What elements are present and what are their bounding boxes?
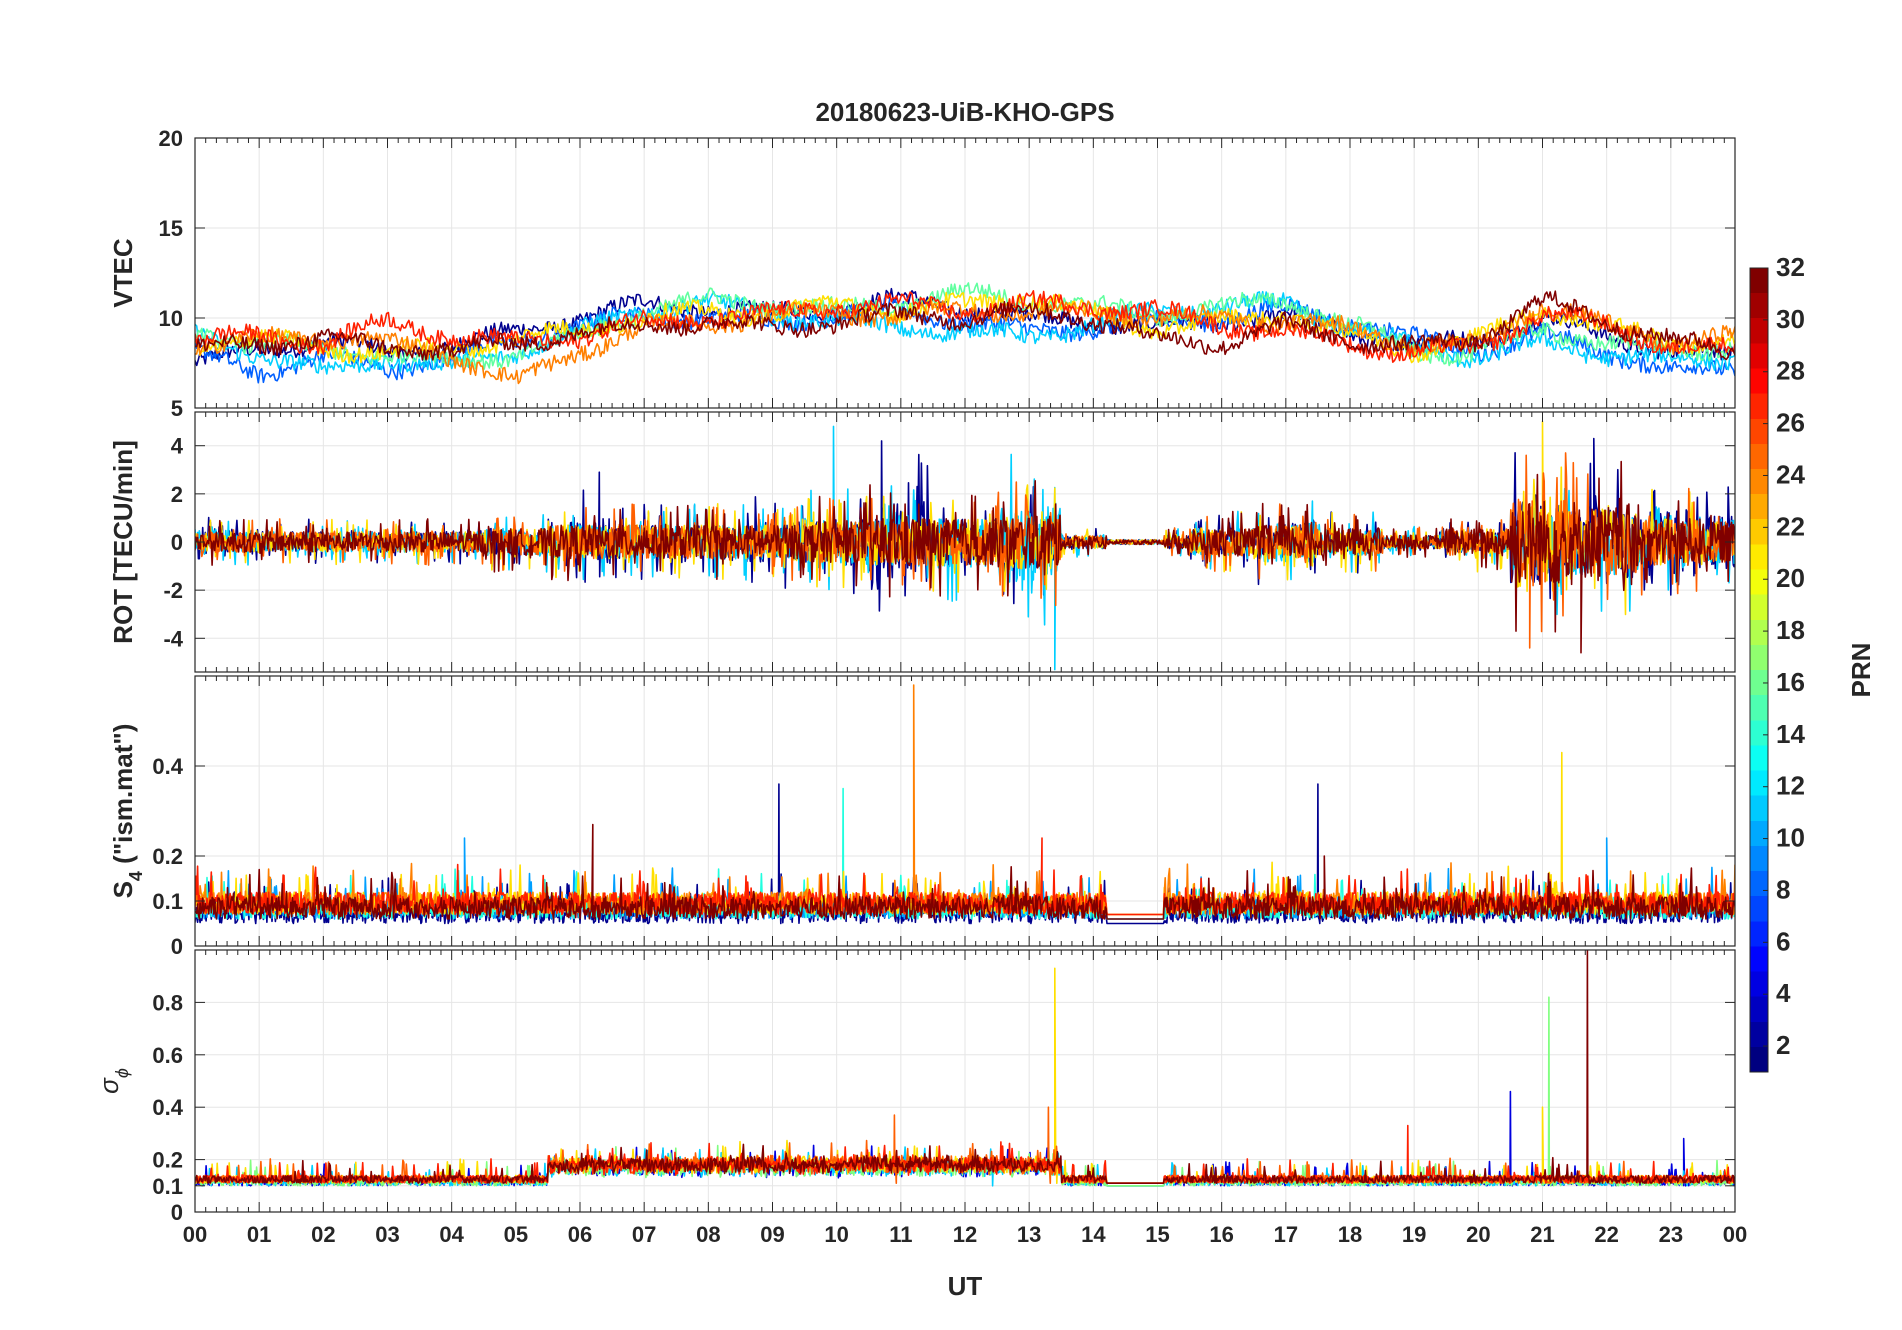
colorbar-tick-label: 30 [1776,304,1805,334]
y-tick-label: 5 [171,396,183,421]
x-tick-label: 10 [824,1222,848,1247]
y-tick-label: 4 [171,434,184,459]
y-tick-label: 20 [159,126,183,151]
panel-VTEC: 5 10 15 20 VTEC [108,126,1736,421]
colorbar-tick-label: 14 [1776,719,1805,749]
x-tick-label: 20 [1466,1222,1490,1247]
x-tick-label: 05 [504,1222,528,1247]
x-tick-label: 13 [1017,1222,1041,1247]
colorbar-tick-label: 6 [1776,926,1790,956]
y-tick-label: 2 [171,482,183,507]
x-tick-label: 15 [1145,1222,1169,1247]
y-tick-label: 0.1 [152,889,183,914]
x-tick-label: 17 [1274,1222,1298,1247]
chart-title: 20180623-UiB-KHO-GPS [815,97,1114,127]
y-tick-label: 0.1 [152,1174,183,1199]
x-tick-label: 21 [1530,1222,1554,1247]
x-tick-label: 18 [1338,1222,1362,1247]
y-tick-label: 0.8 [152,990,183,1015]
colorbar-gradient [1749,267,1769,1073]
x-tick-label: 22 [1594,1222,1618,1247]
y-tick-label: 0 [171,1200,183,1225]
x-tick-label: 02 [311,1222,335,1247]
y-tick-label: 0.6 [152,1043,183,1068]
colorbar-tick-label: 2 [1776,1030,1790,1060]
y-axis-label: S4 ("ism.mat") [108,724,146,899]
colorbar-tick-label: 26 [1776,408,1805,438]
series-prn-32 [195,290,1735,361]
x-tick-label: 01 [247,1222,271,1247]
x-axis-label: UT [948,1271,983,1301]
colorbar-tick-label: 12 [1776,771,1805,801]
y-tick-label: 0.4 [152,754,183,779]
x-tick-label: 16 [1209,1222,1233,1247]
colorbar-tick-label: 24 [1776,459,1805,489]
x-tick-label: 03 [375,1222,399,1247]
series-prn-28 [195,837,1735,916]
series-prn-32 [195,823,1735,920]
y-axis-label: ROT [TECU/min] [108,440,138,644]
colorbar-tick-label: 28 [1776,356,1805,386]
y-axis-label: σϕ [94,1068,132,1094]
panel-S4: 0 0.1 0.2 0.4S4 ("ism.mat") [108,675,1736,959]
colorbar-tick-label: 4 [1776,978,1791,1008]
series-prn-28 [195,290,1735,363]
x-tick-label: 12 [953,1222,977,1247]
series-prn-32 [195,460,1735,654]
x-tick-label: 06 [568,1222,592,1247]
x-tick-label: 23 [1659,1222,1683,1247]
colorbar-tick-label: 22 [1776,511,1805,541]
x-tick-label: 11 [889,1222,912,1247]
data-lines [195,282,1735,385]
x-tick-label: 04 [439,1222,464,1247]
y-tick-label: -4 [163,626,183,651]
colorbar-tick-label: 32 [1776,252,1805,282]
data-lines [195,684,1735,925]
y-tick-label: -2 [163,578,183,603]
colorbar-label: PRN [1846,643,1876,698]
panel-sigma_phi: 00.10.2 0.4 0.6 0.8 σϕ 00 01 02 03 04 05 06 07 08 09 10… [94,949,1747,1247]
colorbar-tick-label: 10 [1776,823,1805,853]
x-tick-label: 00 [1723,1222,1747,1247]
x-tick-label: 07 [632,1222,656,1247]
x-tick-label: 19 [1402,1222,1426,1247]
y-tick-label: 0.2 [152,1148,183,1173]
series-prn-32 [195,950,1735,1184]
series-prn-12 [195,290,1735,375]
y-tick-label: 0.2 [152,844,183,869]
data-lines [195,420,1735,671]
series-prn-24 [195,299,1735,385]
y-tick-label: 0 [171,530,183,555]
y-axis-label: VTEC [108,238,138,308]
data-lines [195,950,1735,1187]
y-tick-label: 15 [159,216,183,241]
x-tick-label: 08 [696,1222,720,1247]
panel-ROT: -4 -2 0 2 4 ROT [TECU/min] [108,411,1736,673]
y-tick-label: 10 [159,306,183,331]
y-tick-label: 0 [171,934,183,959]
colorbar-tick-label: 8 [1776,874,1790,904]
colorbar-tick-label: 16 [1776,667,1805,697]
colorbar-tick-label: 18 [1776,615,1805,645]
colorbar-tick-label: 20 [1776,563,1805,593]
x-tick-label: 00 [183,1222,207,1247]
x-tick-label: 09 [760,1222,784,1247]
x-tick-label: 14 [1081,1222,1106,1247]
y-tick-label: 0.4 [152,1095,183,1120]
